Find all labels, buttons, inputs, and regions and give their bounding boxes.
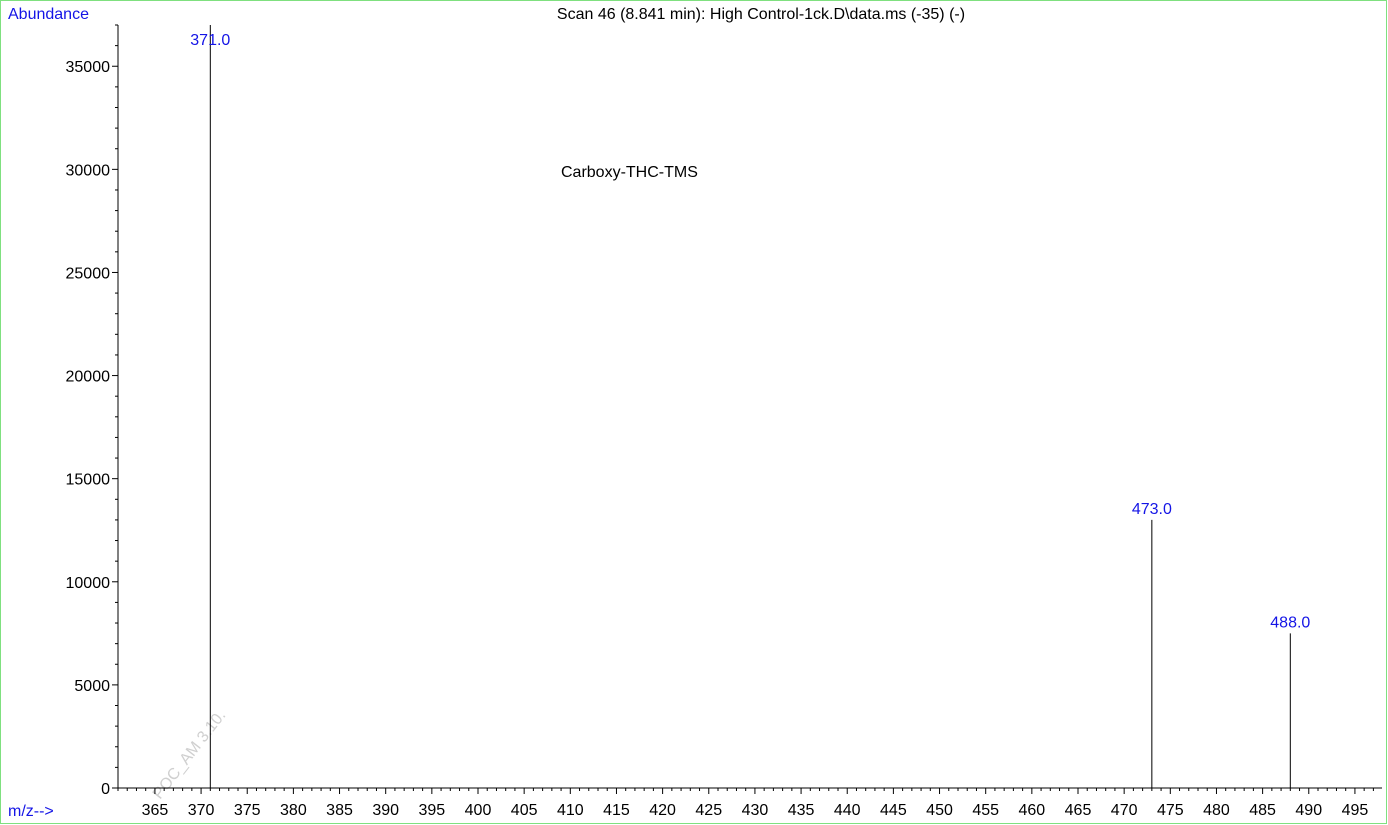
x-tick-label: 440 [834, 802, 861, 819]
y-tick-label: 25000 [66, 265, 111, 282]
y-tick-label: 30000 [66, 162, 111, 179]
x-tick-label: 495 [1342, 802, 1369, 819]
x-tick-label: 425 [695, 802, 722, 819]
x-tick-label: 480 [1203, 802, 1230, 819]
x-tick-label: 470 [1111, 802, 1138, 819]
y-axis-label: Abundance [8, 6, 89, 23]
x-tick-label: 450 [926, 802, 953, 819]
x-tick-label: 370 [188, 802, 215, 819]
x-tick-label: 420 [649, 802, 676, 819]
x-tick-label: 375 [234, 802, 261, 819]
y-tick-label: 5000 [74, 678, 110, 695]
y-tick-label: 20000 [66, 369, 111, 386]
y-tick-label: 15000 [66, 472, 111, 489]
x-tick-label: 390 [372, 802, 399, 819]
x-tick-label: 385 [326, 802, 353, 819]
x-tick-label: 460 [1018, 802, 1045, 819]
x-tick-label: 455 [972, 802, 999, 819]
x-tick-label: 475 [1157, 802, 1184, 819]
x-tick-label: 410 [557, 802, 584, 819]
compound-annotation: Carboxy-THC-TMS [561, 164, 698, 181]
x-tick-label: 365 [142, 802, 169, 819]
x-tick-label: 435 [788, 802, 815, 819]
x-tick-label: 490 [1295, 802, 1322, 819]
axes: 0 5000 10000 15000 20000 25000 30000 35000 365 37… [66, 24, 1382, 819]
x-tick-label: 430 [742, 802, 769, 819]
peak-label: 488.0 [1270, 614, 1310, 631]
x-tick-label: 400 [465, 802, 492, 819]
x-tick-label: 485 [1249, 802, 1276, 819]
x-tick-label: 465 [1065, 802, 1092, 819]
x-tick-label: 415 [603, 802, 630, 819]
peak-label: 473.0 [1132, 501, 1172, 518]
y-tick-label: 0 [101, 781, 110, 798]
peak-label: 371.0 [190, 32, 230, 49]
chart-title: Scan 46 (8.841 min): High Control-1ck.D\… [557, 6, 965, 23]
x-tick-label: 445 [880, 802, 907, 819]
x-axis-label: m/z--> [8, 803, 54, 820]
x-tick-label: 395 [418, 802, 445, 819]
y-tick-label: 10000 [66, 575, 111, 592]
y-tick-label: 35000 [66, 59, 111, 76]
x-tick-label: 405 [511, 802, 538, 819]
peaks: 371.0 473.0 488.0 [190, 25, 1310, 788]
x-tick-label: 380 [280, 802, 307, 819]
